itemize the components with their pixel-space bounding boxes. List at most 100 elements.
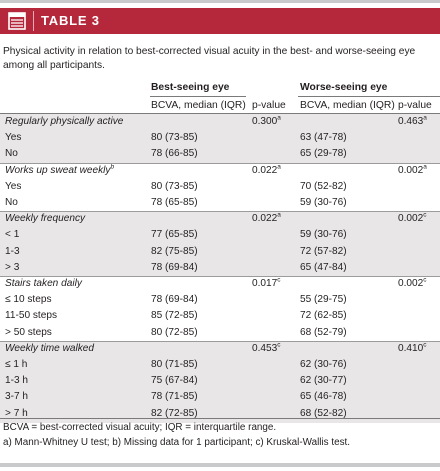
bcva-best-value-text: 75 (67-84): [151, 375, 198, 387]
group-separator: [0, 276, 440, 277]
pvalue-best-text: 0.017: [252, 278, 278, 289]
bcva-best-value: 85 (72-85): [151, 310, 198, 321]
bcva-best-value: 80 (71-85): [151, 359, 198, 370]
table-icon: [8, 12, 26, 30]
row-label: 1-3 h: [5, 375, 28, 386]
pvalue-best-text: 0.022: [252, 213, 278, 225]
table-row: 11-50 steps 85 (72-85) 72 (62-85): [0, 308, 440, 325]
table-group-row: Works up sweat weeklyb 0.022a 0.002a: [0, 163, 440, 180]
pvalue-best-superscript: c: [277, 276, 281, 284]
bcva-best-value: 78 (69-84): [151, 294, 198, 305]
bcva-worse-value-text: 63 (47-78): [300, 132, 347, 144]
table-header-bar: TABLE 3: [0, 8, 440, 34]
bcva-worse-value-text: 65 (46-78): [300, 391, 347, 403]
group-label: Weekly frequency: [5, 213, 85, 224]
table-title: TABLE 3: [41, 13, 100, 28]
row-label: ≤ 10 steps: [5, 294, 52, 305]
bcva-best-value: 75 (67-84): [151, 375, 198, 386]
pvalue-worse: 0.463a: [398, 115, 427, 127]
bcva-worse-value-text: 68 (52-79): [300, 326, 347, 338]
bcva-best-value-text: 80 (71-85): [151, 359, 198, 370]
bcva-worse-value-text: 55 (29-75): [300, 294, 347, 306]
pvalue-worse-superscript: c: [423, 341, 427, 349]
pvalue-worse: 0.410c: [398, 341, 427, 354]
bcva-best-value-text: 82 (72-85): [151, 407, 198, 419]
table-row: > 3 78 (69-84) 65 (47-84): [0, 259, 440, 277]
row-label-text: 1-3 h: [5, 375, 29, 387]
row-label: > 3: [5, 262, 19, 273]
table-row: Yes 80 (73-85) 70 (52-82): [0, 179, 440, 196]
bcva-worse-value: 63 (47-78): [300, 132, 347, 143]
pvalue-best-text: 0.022: [252, 164, 278, 176]
bcva-best-value: 78 (69-84): [151, 262, 198, 273]
bcva-worse-value: 59 (30-76): [300, 197, 347, 208]
bcva-best-value-text: 80 (72-85): [151, 326, 198, 338]
pvalue-best: 0.022a: [252, 212, 281, 225]
bcva-worse-value: 68 (52-79): [300, 327, 347, 338]
row-label-text: > 50 steps: [5, 326, 52, 338]
header-rule: [0, 113, 440, 114]
row-label-text: 11-50 steps: [5, 310, 57, 322]
column-bcva-worse: BCVA, median (IQR): [300, 100, 395, 111]
row-label: 3-7 h: [5, 391, 28, 402]
table-row: ≤ 10 steps 78 (69-84) 55 (29-75): [0, 292, 440, 309]
table-row: No 78 (66-85) 65 (29-78): [0, 146, 440, 164]
column-bcva-best: BCVA, median (IQR): [151, 100, 246, 111]
bcva-worse-value: 62 (30-76): [300, 359, 347, 370]
group-underline-best: [150, 96, 246, 97]
bcva-best-value-text: 77 (65-85): [151, 229, 198, 241]
bcva-best-value: 78 (65-85): [151, 197, 198, 208]
bcva-worse-value-text: 62 (30-77): [300, 375, 347, 387]
row-label: No: [5, 197, 18, 208]
bottom-border: [0, 463, 440, 467]
bcva-best-value: 78 (66-85): [151, 148, 198, 159]
bcva-best-value-text: 78 (66-85): [151, 148, 198, 160]
group-label: Weekly time walked: [5, 343, 94, 354]
bcva-best-value: 80 (72-85): [151, 327, 198, 338]
footnote-tests: a) Mann-Whitney U test; b) Missing data …: [3, 436, 351, 448]
pvalue-worse-text: 0.002: [398, 278, 424, 289]
row-label: > 50 steps: [5, 327, 52, 338]
bcva-worse-value-text: 65 (47-84): [300, 261, 347, 273]
bcva-worse-value: 72 (62-85): [300, 310, 347, 321]
group-label-text: Stairs taken daily: [5, 278, 82, 289]
top-border: [0, 0, 440, 3]
bcva-worse-value-text: 65 (29-78): [300, 148, 347, 160]
bcva-best-value-text: 78 (71-85): [151, 391, 198, 403]
group-label-superscript: b: [110, 163, 115, 171]
row-label-text: Yes: [5, 132, 22, 144]
pvalue-worse-text: 0.002: [398, 164, 424, 176]
pvalue-worse: 0.002c: [398, 276, 427, 289]
pvalue-worse-superscript: a: [423, 163, 427, 171]
table-row: 1-3 82 (75-85) 72 (57-82): [0, 243, 440, 261]
pvalue-worse-text: 0.463: [398, 116, 424, 127]
group-label-text: Works up sweat weekly: [5, 164, 111, 176]
group-label: Works up sweat weeklyb: [5, 163, 115, 176]
table-caption: Physical activity in relation to best-co…: [3, 46, 416, 71]
table-row: No 78 (65-85) 59 (30-76): [0, 195, 440, 212]
group-label: Regularly physically active: [5, 116, 123, 127]
row-label-text: > 3: [5, 261, 20, 273]
pvalue-best-superscript: a: [277, 114, 281, 122]
bcva-worse-value: 70 (52-82): [300, 181, 347, 192]
bcva-worse-value: 65 (29-78): [300, 148, 347, 159]
bcva-worse-value: 65 (47-84): [300, 262, 347, 273]
bcva-worse-value-text: 59 (30-76): [300, 229, 347, 241]
table-group-row: Weekly frequency 0.022a 0.002c: [0, 211, 440, 229]
row-label-text: < 1: [5, 229, 20, 241]
pvalue-worse-superscript: c: [423, 276, 427, 284]
bcva-best-value-text: 78 (65-85): [151, 197, 198, 208]
bcva-best-value: 77 (65-85): [151, 229, 198, 240]
group-underline-worse: [298, 96, 440, 97]
bcva-worse-value-text: 72 (57-82): [300, 245, 347, 257]
row-label: < 1: [5, 229, 19, 240]
footnote-abbreviations: BCVA = best-corrected visual acuity; IQR…: [3, 422, 277, 433]
row-label-text: 1-3: [5, 245, 20, 257]
row-label: Yes: [5, 181, 21, 192]
table-row: > 50 steps 80 (72-85) 68 (52-79): [0, 325, 440, 342]
pvalue-worse: 0.002a: [398, 163, 427, 176]
bcva-worse-value: 65 (46-78): [300, 391, 347, 402]
pvalue-best-superscript: a: [277, 163, 281, 171]
group-separator: [0, 211, 440, 213]
row-label-text: ≤ 10 steps: [5, 294, 52, 306]
